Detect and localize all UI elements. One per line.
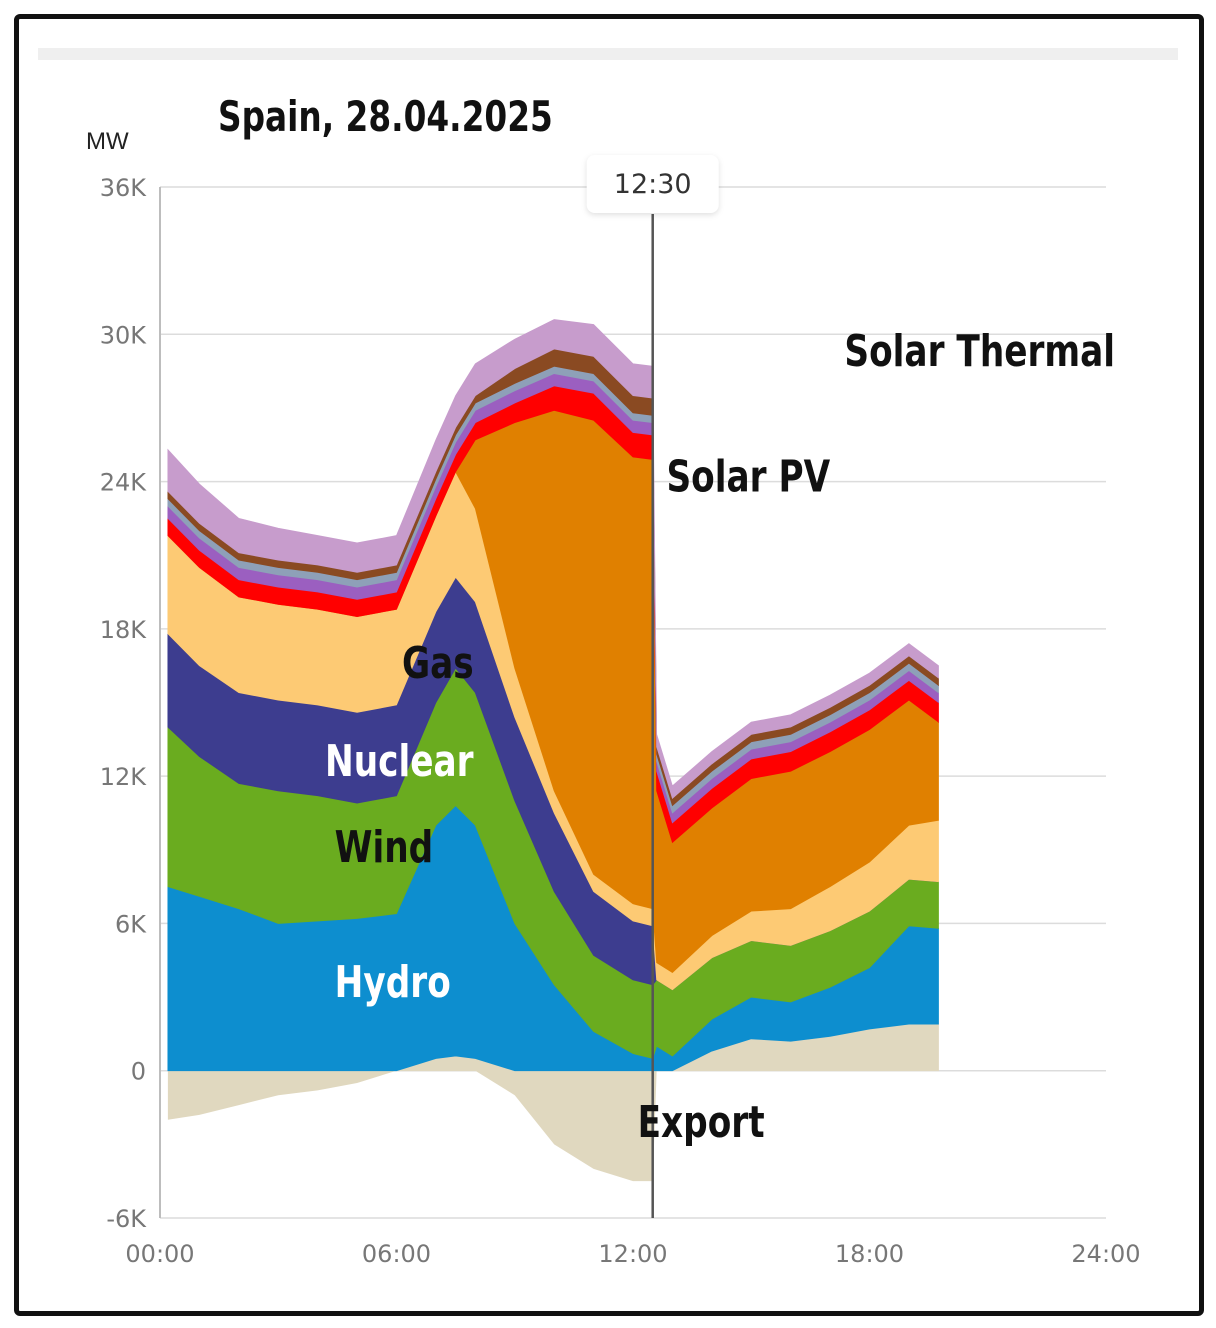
cursor-time-label: 12:30 <box>614 169 692 200</box>
x-tick-label: 24:00 <box>1071 1240 1140 1268</box>
series-label: Solar PV <box>666 451 830 502</box>
x-tick-label: 18:00 <box>835 1240 904 1268</box>
y-tick-label: 12K <box>100 763 148 791</box>
y-tick-label: 36K <box>100 174 148 202</box>
tick-labels: 36K 30K 24K 18K 12K 6K 0 -6K 00:00 06:00 12:00 18:0… <box>100 174 1141 1268</box>
series-label: Gas <box>402 638 474 689</box>
series-area-series-10[interactable] <box>167 319 939 799</box>
y-tick-label: 18K <box>100 616 148 644</box>
header-bar <box>38 48 1178 60</box>
cursor-tooltip <box>586 155 719 213</box>
y-tick-label: 24K <box>100 469 148 497</box>
time-cursor[interactable]: 12:30 <box>586 155 719 1218</box>
series-labels: Solar Thermal Solar PV Gas Nuclear Wind Hydro… <box>325 326 1115 1148</box>
y-tick-label: 0 <box>131 1058 146 1086</box>
y-tick-label: 30K <box>100 321 148 349</box>
y-tick-label: 6K <box>115 910 147 938</box>
x-tick-label: 00:00 <box>125 1240 194 1268</box>
series-label: Wind <box>335 822 434 873</box>
chart-title: Spain, 28.04.2025 <box>218 92 553 141</box>
series-areas[interactable] <box>167 319 939 1182</box>
series-area-export-negative[interactable] <box>167 1070 939 1182</box>
series-label: Solar Thermal <box>844 326 1115 377</box>
y-axis-unit: MW <box>86 128 129 155</box>
series-label: Nuclear <box>325 736 474 787</box>
y-tick-label: -6K <box>106 1205 147 1233</box>
x-tick-label: 12:00 <box>598 1240 667 1268</box>
series-label: Export <box>638 1097 765 1148</box>
series-label: Hydro <box>335 957 451 1008</box>
x-tick-label: 06:00 <box>362 1240 431 1268</box>
